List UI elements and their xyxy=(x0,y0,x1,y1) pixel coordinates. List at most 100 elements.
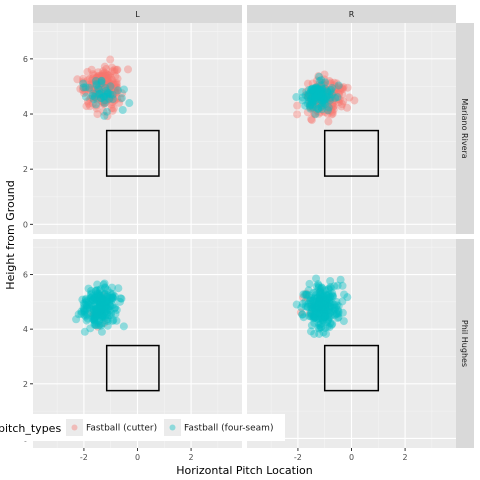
data-point xyxy=(103,86,112,95)
data-point xyxy=(321,313,330,321)
strike-zones xyxy=(105,129,380,392)
data-point xyxy=(78,86,87,95)
data-point xyxy=(334,81,343,90)
data-point xyxy=(323,90,332,99)
data-point xyxy=(328,291,337,300)
data-point xyxy=(83,302,92,311)
data-point xyxy=(99,298,108,307)
data-point xyxy=(322,92,331,101)
data-point xyxy=(316,100,325,109)
data-point xyxy=(339,97,348,106)
data-point xyxy=(323,88,332,97)
data-point xyxy=(90,293,99,302)
data-point xyxy=(309,89,318,98)
data-point xyxy=(93,308,102,317)
data-point xyxy=(101,313,110,322)
data-point xyxy=(322,295,331,304)
data-point xyxy=(96,294,105,303)
data-point xyxy=(95,85,104,94)
data-point xyxy=(313,87,322,96)
data-point xyxy=(336,84,345,93)
data-point xyxy=(302,290,311,299)
data-point xyxy=(314,109,323,118)
data-point xyxy=(108,92,117,101)
data-point xyxy=(312,308,321,317)
data-point xyxy=(106,294,115,303)
data-point xyxy=(97,90,106,99)
data-point xyxy=(103,89,112,98)
data-point xyxy=(97,89,106,98)
data-point xyxy=(84,99,93,108)
data-point xyxy=(301,297,310,306)
data-point xyxy=(96,294,105,303)
data-point xyxy=(311,85,319,94)
data-point xyxy=(296,308,305,317)
data-point xyxy=(321,323,330,332)
data-point xyxy=(311,96,320,105)
data-point xyxy=(312,91,321,100)
data-point xyxy=(317,96,326,105)
data-point xyxy=(108,63,116,72)
data-point xyxy=(98,303,107,312)
data-point xyxy=(320,93,329,102)
data-point xyxy=(103,88,112,97)
data-point xyxy=(316,84,325,93)
data-point xyxy=(97,295,106,304)
data-point xyxy=(324,290,333,299)
data-point xyxy=(306,327,315,336)
data-point xyxy=(102,90,111,99)
data-point xyxy=(323,102,332,111)
data-point xyxy=(319,99,328,108)
data-point xyxy=(319,316,328,325)
data-point xyxy=(119,322,128,331)
data-point xyxy=(100,92,109,101)
data-point xyxy=(112,88,121,97)
y-tick-label: 0 xyxy=(23,220,28,229)
data-point xyxy=(307,115,316,124)
data-point xyxy=(96,320,105,329)
data-point xyxy=(318,105,327,114)
data-point xyxy=(304,299,313,308)
data-point xyxy=(103,293,111,302)
data-point xyxy=(93,286,102,295)
data-point xyxy=(334,313,343,322)
data-point xyxy=(313,107,322,116)
data-point xyxy=(332,309,341,318)
data-point xyxy=(80,308,89,317)
data-point xyxy=(88,74,97,83)
data-point xyxy=(309,86,318,95)
data-point xyxy=(85,83,94,92)
data-point xyxy=(74,310,83,319)
data-point xyxy=(81,92,90,101)
data-point xyxy=(97,77,106,86)
data-point xyxy=(313,304,322,313)
data-point xyxy=(331,85,340,94)
data-point xyxy=(89,301,98,310)
data-point xyxy=(104,70,113,79)
data-point xyxy=(103,112,112,121)
data-point xyxy=(334,309,343,318)
data-point xyxy=(306,96,315,105)
data-point xyxy=(302,87,311,96)
data-point xyxy=(309,87,318,96)
data-point xyxy=(314,104,323,113)
data-point xyxy=(328,100,337,109)
data-point xyxy=(318,89,327,98)
data-point xyxy=(312,294,321,303)
data-point xyxy=(322,96,331,105)
data-point xyxy=(109,95,118,104)
data-point xyxy=(321,302,330,311)
data-point xyxy=(326,312,335,321)
data-point xyxy=(326,93,335,102)
data-point xyxy=(314,310,323,319)
data-point xyxy=(325,323,334,332)
data-point xyxy=(91,321,100,330)
data-point xyxy=(321,329,330,338)
data-point xyxy=(308,79,317,88)
data-point xyxy=(316,286,325,295)
data-point xyxy=(99,73,108,82)
data-point xyxy=(314,280,323,289)
data-point xyxy=(79,79,88,88)
data-point xyxy=(299,293,308,302)
data-point xyxy=(93,87,102,96)
